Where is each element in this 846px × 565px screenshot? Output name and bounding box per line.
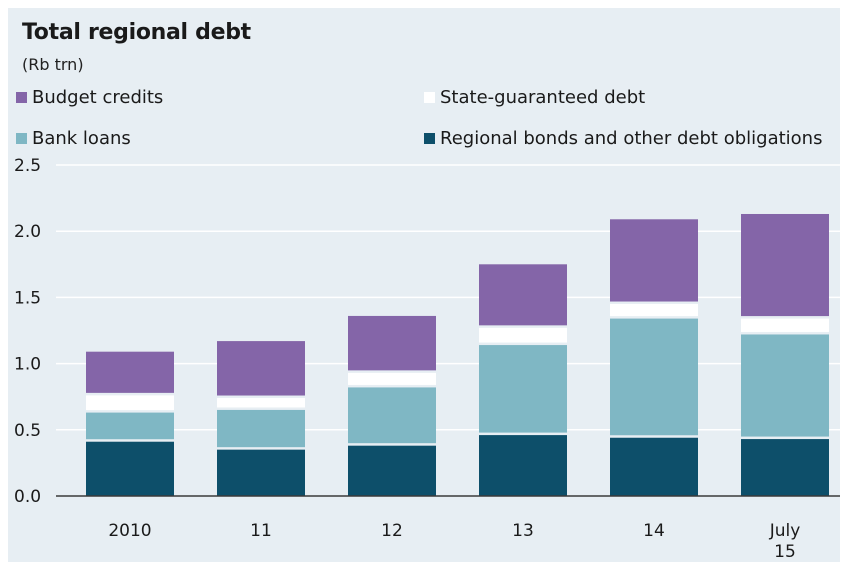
bar-segment-budget-credits bbox=[86, 351, 174, 393]
bar-segment-budget-credits bbox=[741, 213, 829, 317]
y-tick-label: 2.5 bbox=[14, 156, 41, 176]
y-tick-label: 1.0 bbox=[14, 355, 41, 375]
stacked-bar-chart: 0.0 0.5 1.0 1.5 2.0 2.5 2010 11 12 13 14 July 15 bbox=[14, 156, 840, 562]
legend-item-bank-loans: Bank loans bbox=[16, 128, 131, 149]
bar-segment-budget-credits bbox=[217, 341, 305, 396]
bar-segment-bank-loans bbox=[348, 387, 436, 444]
x-tick-label: 12 bbox=[381, 521, 403, 541]
bar-segment-regional-bonds-and-other-debt-obligations bbox=[610, 437, 698, 496]
legend-label-regional-bonds: Regional bonds and other debt obligation… bbox=[440, 128, 823, 149]
legend-swatch-bank-loans bbox=[16, 133, 27, 144]
legend-item-regional-bonds: Regional bonds and other debt obligation… bbox=[424, 128, 822, 149]
bar-segment-regional-bonds-and-other-debt-obligations bbox=[479, 435, 567, 496]
bar-segment-budget-credits bbox=[348, 315, 436, 371]
chart-subtitle: (Rb trn) bbox=[22, 55, 84, 74]
chart-panel: Total regional debt (Rb trn) Budget cred… bbox=[8, 8, 840, 562]
legend-label-bank-loans: Bank loans bbox=[32, 128, 131, 149]
bar-segment-state-guaranteed-debt bbox=[741, 318, 829, 332]
bar-segment-bank-loans bbox=[610, 318, 698, 436]
y-tick-label: 2.0 bbox=[14, 222, 41, 242]
bar-segment-bank-loans bbox=[217, 409, 305, 448]
bar-segment-bank-loans bbox=[479, 345, 567, 433]
bar-segment-state-guaranteed-debt bbox=[348, 372, 436, 385]
legend-item-state-guaranteed-debt: State-guaranteed debt bbox=[424, 87, 645, 108]
y-tick-label: 0.0 bbox=[14, 487, 41, 507]
bar-segment-regional-bonds-and-other-debt-obligations bbox=[86, 441, 174, 496]
bar-segment-bank-loans bbox=[741, 334, 829, 437]
bar-segment-state-guaranteed-debt bbox=[479, 327, 567, 343]
x-tick-label: 2010 bbox=[108, 521, 151, 541]
x-tick-label: July 15 bbox=[769, 521, 801, 562]
bar-segment-regional-bonds-and-other-debt-obligations bbox=[217, 449, 305, 496]
legend-swatch-state-guaranteed-debt bbox=[424, 92, 435, 103]
bar-segment-budget-credits bbox=[610, 219, 698, 302]
x-tick-label: 14 bbox=[643, 521, 665, 541]
legend-swatch-budget-credits bbox=[16, 92, 27, 103]
bar-segment-regional-bonds-and-other-debt-obligations bbox=[348, 445, 436, 496]
y-tick-label: 0.5 bbox=[14, 421, 41, 441]
bar-segment-state-guaranteed-debt bbox=[217, 398, 305, 408]
bar-segment-bank-loans bbox=[86, 412, 174, 440]
legend-label-state-guaranteed-debt: State-guaranteed debt bbox=[440, 87, 646, 108]
bar-segment-budget-credits bbox=[479, 264, 567, 326]
legend-swatch-regional-bonds bbox=[424, 133, 435, 144]
chart-title: Total regional debt bbox=[22, 20, 251, 45]
bar-segment-regional-bonds-and-other-debt-obligations bbox=[741, 439, 829, 496]
x-tick-label: 11 bbox=[250, 521, 272, 541]
y-tick-label: 1.5 bbox=[14, 288, 41, 308]
bar-segment-state-guaranteed-debt bbox=[86, 395, 174, 411]
x-tick-label: 13 bbox=[512, 521, 534, 541]
legend-item-budget-credits: Budget credits bbox=[16, 87, 163, 108]
bar-segment-state-guaranteed-debt bbox=[610, 304, 698, 317]
legend-label-budget-credits: Budget credits bbox=[32, 87, 164, 108]
